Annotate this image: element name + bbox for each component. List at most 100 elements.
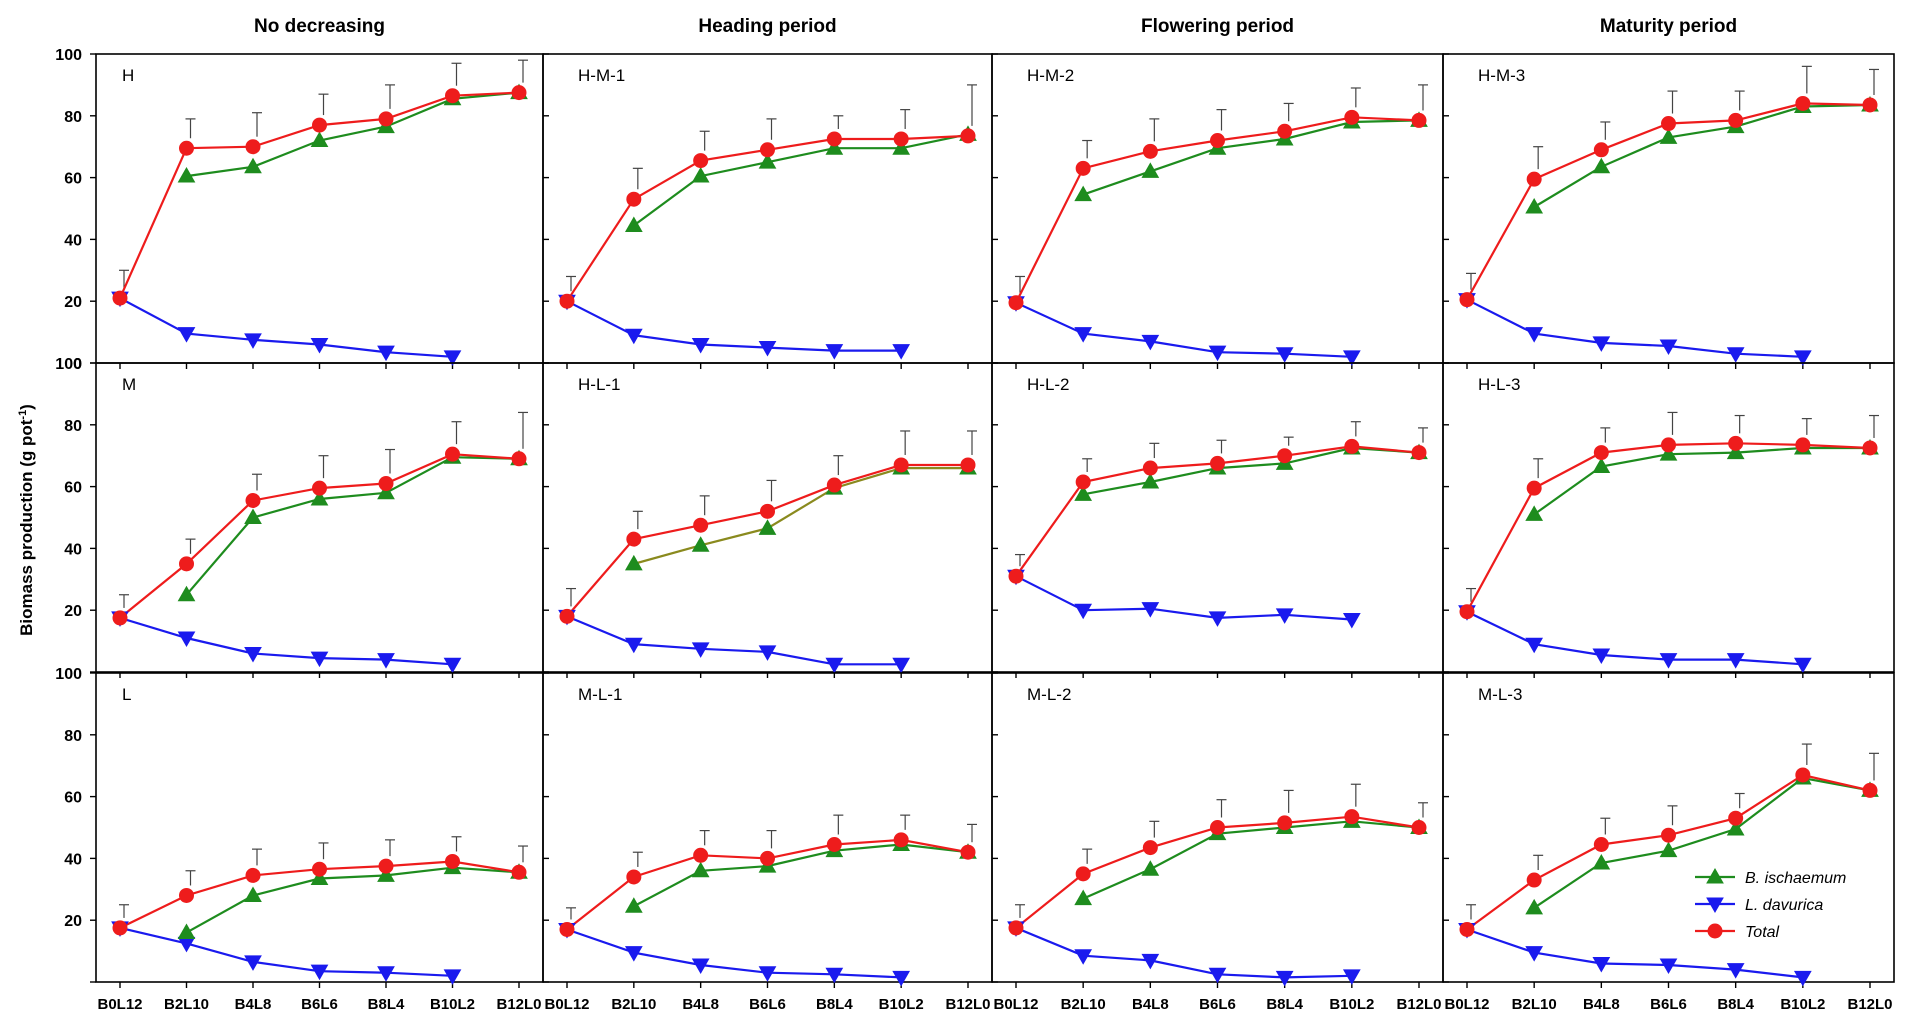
panel-label: H-L-3 <box>1478 375 1521 394</box>
marker-l-davurica <box>310 337 329 354</box>
series-line-b-ischaemum <box>185 456 520 596</box>
panel-frame <box>1442 672 1895 983</box>
marker-b-ischaemum <box>310 489 329 506</box>
marker-l-davurica <box>624 946 643 962</box>
series-line-b-ischaemum <box>1533 103 1871 208</box>
series-line-b-ischaemum <box>1533 446 1870 516</box>
marker-total <box>1459 292 1475 308</box>
y-tick-label: 80 <box>64 418 82 435</box>
marker-b-ischaemum <box>310 131 329 148</box>
x-tick-label: B0L12 <box>1444 996 1489 1013</box>
series-line-b-ischaemum <box>1083 446 1420 496</box>
marker-l-davurica <box>1275 347 1294 363</box>
marker-l-davurica <box>892 657 911 674</box>
marker-total <box>1862 782 1878 798</box>
panel-frame <box>95 362 544 673</box>
series-line-l-davurica <box>1466 610 1803 666</box>
column-header: Flowering period <box>1141 16 1294 37</box>
marker-total <box>760 142 775 158</box>
x-tick-label: B6L6 <box>1199 996 1236 1013</box>
series-line-l-davurica <box>1015 301 1352 358</box>
marker-total <box>245 867 261 883</box>
marker-l-davurica <box>244 955 262 971</box>
marker-l-davurica <box>892 344 911 360</box>
series-line-l-davurica <box>1015 926 1352 979</box>
marker-l-davurica <box>1659 339 1678 356</box>
marker-total <box>1728 435 1744 451</box>
y-tick-label: 40 <box>64 541 82 558</box>
panel-m-l-2: M-L-2 <box>991 672 1444 988</box>
marker-total <box>112 290 128 306</box>
panel-h-l-3: H-L-3 <box>1442 362 1895 678</box>
marker-b-ischaemum <box>1592 854 1611 870</box>
marker-b-ischaemum <box>1659 445 1678 461</box>
marker-total <box>1277 123 1293 139</box>
marker-l-davurica <box>1208 967 1227 984</box>
x-tick-label: B4L8 <box>1583 996 1620 1013</box>
series-line-l-davurica <box>1015 575 1352 621</box>
marker-total <box>693 517 709 533</box>
marker-total <box>893 457 909 473</box>
y-tick-label: 0 <box>73 356 82 373</box>
marker-total <box>179 887 194 903</box>
marker-b-ischaemum <box>624 554 643 571</box>
panel-h-m-1: H-M-1 <box>542 53 993 369</box>
marker-b-ischaemum <box>1659 128 1678 144</box>
panel-m: M <box>90 362 544 678</box>
marker-total <box>1142 460 1158 476</box>
marker-total <box>312 861 327 877</box>
series-line-l-davurica <box>119 926 453 977</box>
series-line-l-davurica <box>1466 928 1803 979</box>
marker-total <box>960 844 976 860</box>
y-tick-label: 20 <box>64 603 82 620</box>
marker-b-ischaemum <box>377 866 395 882</box>
marker-b-ischaemum <box>1525 505 1544 521</box>
marker-b-ischaemum <box>691 536 710 552</box>
marker-total <box>1277 448 1293 464</box>
marker-total <box>179 140 194 156</box>
marker-total <box>445 446 460 462</box>
series-line-l-davurica <box>566 300 902 352</box>
series-line-b-ischaemum <box>633 133 969 227</box>
panel-label: H-L-1 <box>578 375 621 394</box>
marker-total <box>626 531 642 547</box>
marker-total <box>1075 160 1091 176</box>
marker-l-davurica <box>892 970 911 987</box>
marker-l-davurica <box>825 344 844 360</box>
marker-l-davurica <box>1659 653 1678 669</box>
marker-b-ischaemum <box>1726 820 1745 836</box>
marker-total <box>1008 295 1024 311</box>
x-tick-label: B10L2 <box>1329 996 1374 1013</box>
marker-b-ischaemum <box>1141 162 1160 178</box>
panel-label: L <box>122 685 131 704</box>
marker-total <box>1459 921 1475 937</box>
marker-l-davurica <box>1141 953 1160 970</box>
marker-l-davurica <box>1793 350 1812 366</box>
y-tick-label: 100 <box>55 356 82 373</box>
x-tick-label: B12L0 <box>496 996 541 1013</box>
series-line-l-davurica <box>119 616 453 666</box>
marker-total <box>559 921 575 937</box>
marker-b-ischaemum <box>624 897 643 913</box>
marker-l-davurica <box>310 964 329 981</box>
panel-label: H-M-3 <box>1478 66 1525 85</box>
marker-l-davurica <box>1141 602 1160 618</box>
panel-label: H-L-2 <box>1027 375 1070 394</box>
marker-total <box>245 139 261 155</box>
marker-b-ischaemum <box>624 216 643 232</box>
series-line-b-ischaemum <box>185 866 520 934</box>
marker-b-ischaemum <box>892 139 911 155</box>
panel-label: M-L-1 <box>578 685 622 704</box>
marker-total <box>760 850 775 866</box>
x-tick-label: B2L10 <box>611 996 656 1013</box>
legend: B. ischaemum L. davurica Total <box>1695 867 1846 941</box>
marker-total <box>1142 143 1158 159</box>
marker-total <box>511 864 527 880</box>
marker-total <box>1526 480 1542 496</box>
marker-total <box>1210 455 1225 471</box>
marker-l-davurica <box>1525 327 1544 343</box>
marker-total <box>1661 437 1676 453</box>
y-tick-label: 60 <box>64 171 82 188</box>
marker-total <box>179 556 194 572</box>
